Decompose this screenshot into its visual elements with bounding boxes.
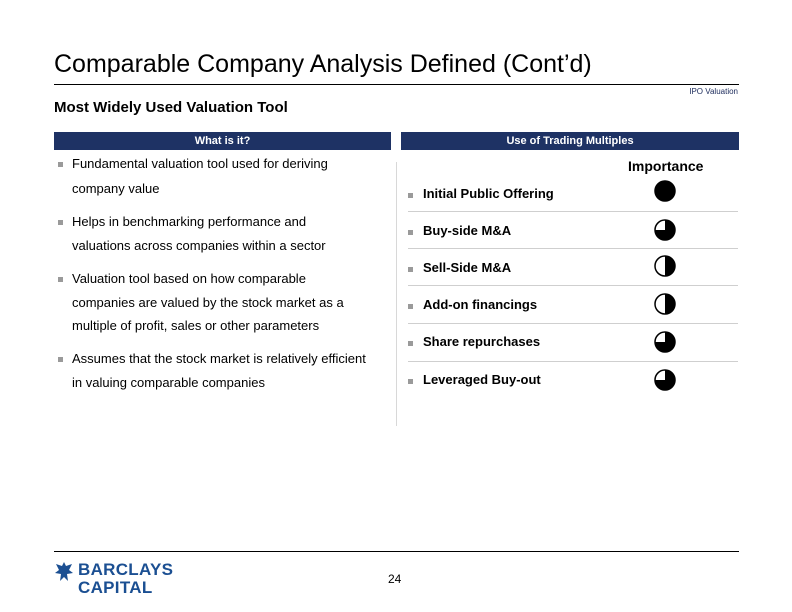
left-bullet-3-line-3: multiple of profit, sales or other param… — [72, 318, 320, 333]
title-rule — [54, 84, 739, 85]
harvey-ball-three-quarter-icon — [654, 331, 676, 353]
left-bullet-2-line-2: valuations across companies within a sec… — [72, 238, 326, 253]
row-separator — [408, 323, 738, 324]
logo-line-2: CAPITAL — [78, 578, 153, 597]
harvey-ball-half-icon — [654, 255, 676, 277]
left-bullet-3-line-2: companies are valued by the stock market… — [72, 295, 344, 310]
harvey-ball-three-quarter-icon — [654, 219, 676, 241]
row-separator — [408, 285, 738, 286]
bullet-icon — [58, 162, 63, 167]
use-item-4: Add-on financings — [423, 297, 538, 312]
row-separator — [408, 211, 738, 212]
bullet-icon — [58, 220, 63, 225]
left-bullet-1-line-1: Fundamental valuation tool used for deri… — [72, 156, 328, 171]
bullet-icon — [58, 277, 63, 282]
left-bullet-3-line-1: Valuation tool based on how comparable — [72, 271, 306, 286]
use-item-1: Initial Public Offering — [423, 186, 554, 201]
use-item-5: Share repurchases — [423, 334, 541, 349]
logo-line-1: BARCLAYS — [78, 560, 174, 579]
use-item-3: Sell-Side M&A — [423, 260, 512, 275]
row-separator — [408, 361, 738, 362]
page-number: 24 — [388, 572, 402, 586]
footer-rule — [54, 551, 739, 552]
page-title: Comparable Company Analysis Defined (Con… — [54, 50, 592, 78]
harvey-ball-half-icon — [654, 293, 676, 315]
importance-label: Importance — [628, 158, 704, 174]
barclays-logo: BARCLAYS CAPITAL — [54, 561, 173, 597]
row-separator — [408, 248, 738, 249]
harvey-ball-three-quarter-icon — [654, 369, 676, 391]
slide-subtitle: Most Widely Used Valuation Tool — [54, 99, 288, 116]
left-bullet-4-line-2: in valuing comparable companies — [72, 375, 265, 390]
use-item-6: Leveraged Buy-out — [423, 372, 541, 387]
left-heading-bar: What is it? — [54, 132, 391, 150]
left-bullet-1-line-2: company value — [72, 181, 160, 196]
bullet-icon — [408, 230, 413, 235]
column-divider — [396, 162, 397, 426]
bullet-icon — [408, 379, 413, 384]
bullet-icon — [408, 193, 413, 198]
left-bullet-2-line-1: Helps in benchmarking performance and — [72, 214, 307, 229]
harvey-ball-full-icon — [654, 180, 676, 202]
bullet-icon — [408, 341, 413, 346]
right-heading-bar: Use of Trading Multiples — [401, 132, 739, 150]
bullet-icon — [58, 357, 63, 362]
bullet-icon — [408, 304, 413, 309]
bullet-icon — [408, 267, 413, 272]
section-tag: IPO Valuation — [689, 87, 738, 96]
left-bullet-4-line-1: Assumes that the stock market is relativ… — [72, 351, 366, 366]
use-item-2: Buy-side M&A — [423, 223, 512, 238]
eagle-icon — [55, 562, 73, 581]
